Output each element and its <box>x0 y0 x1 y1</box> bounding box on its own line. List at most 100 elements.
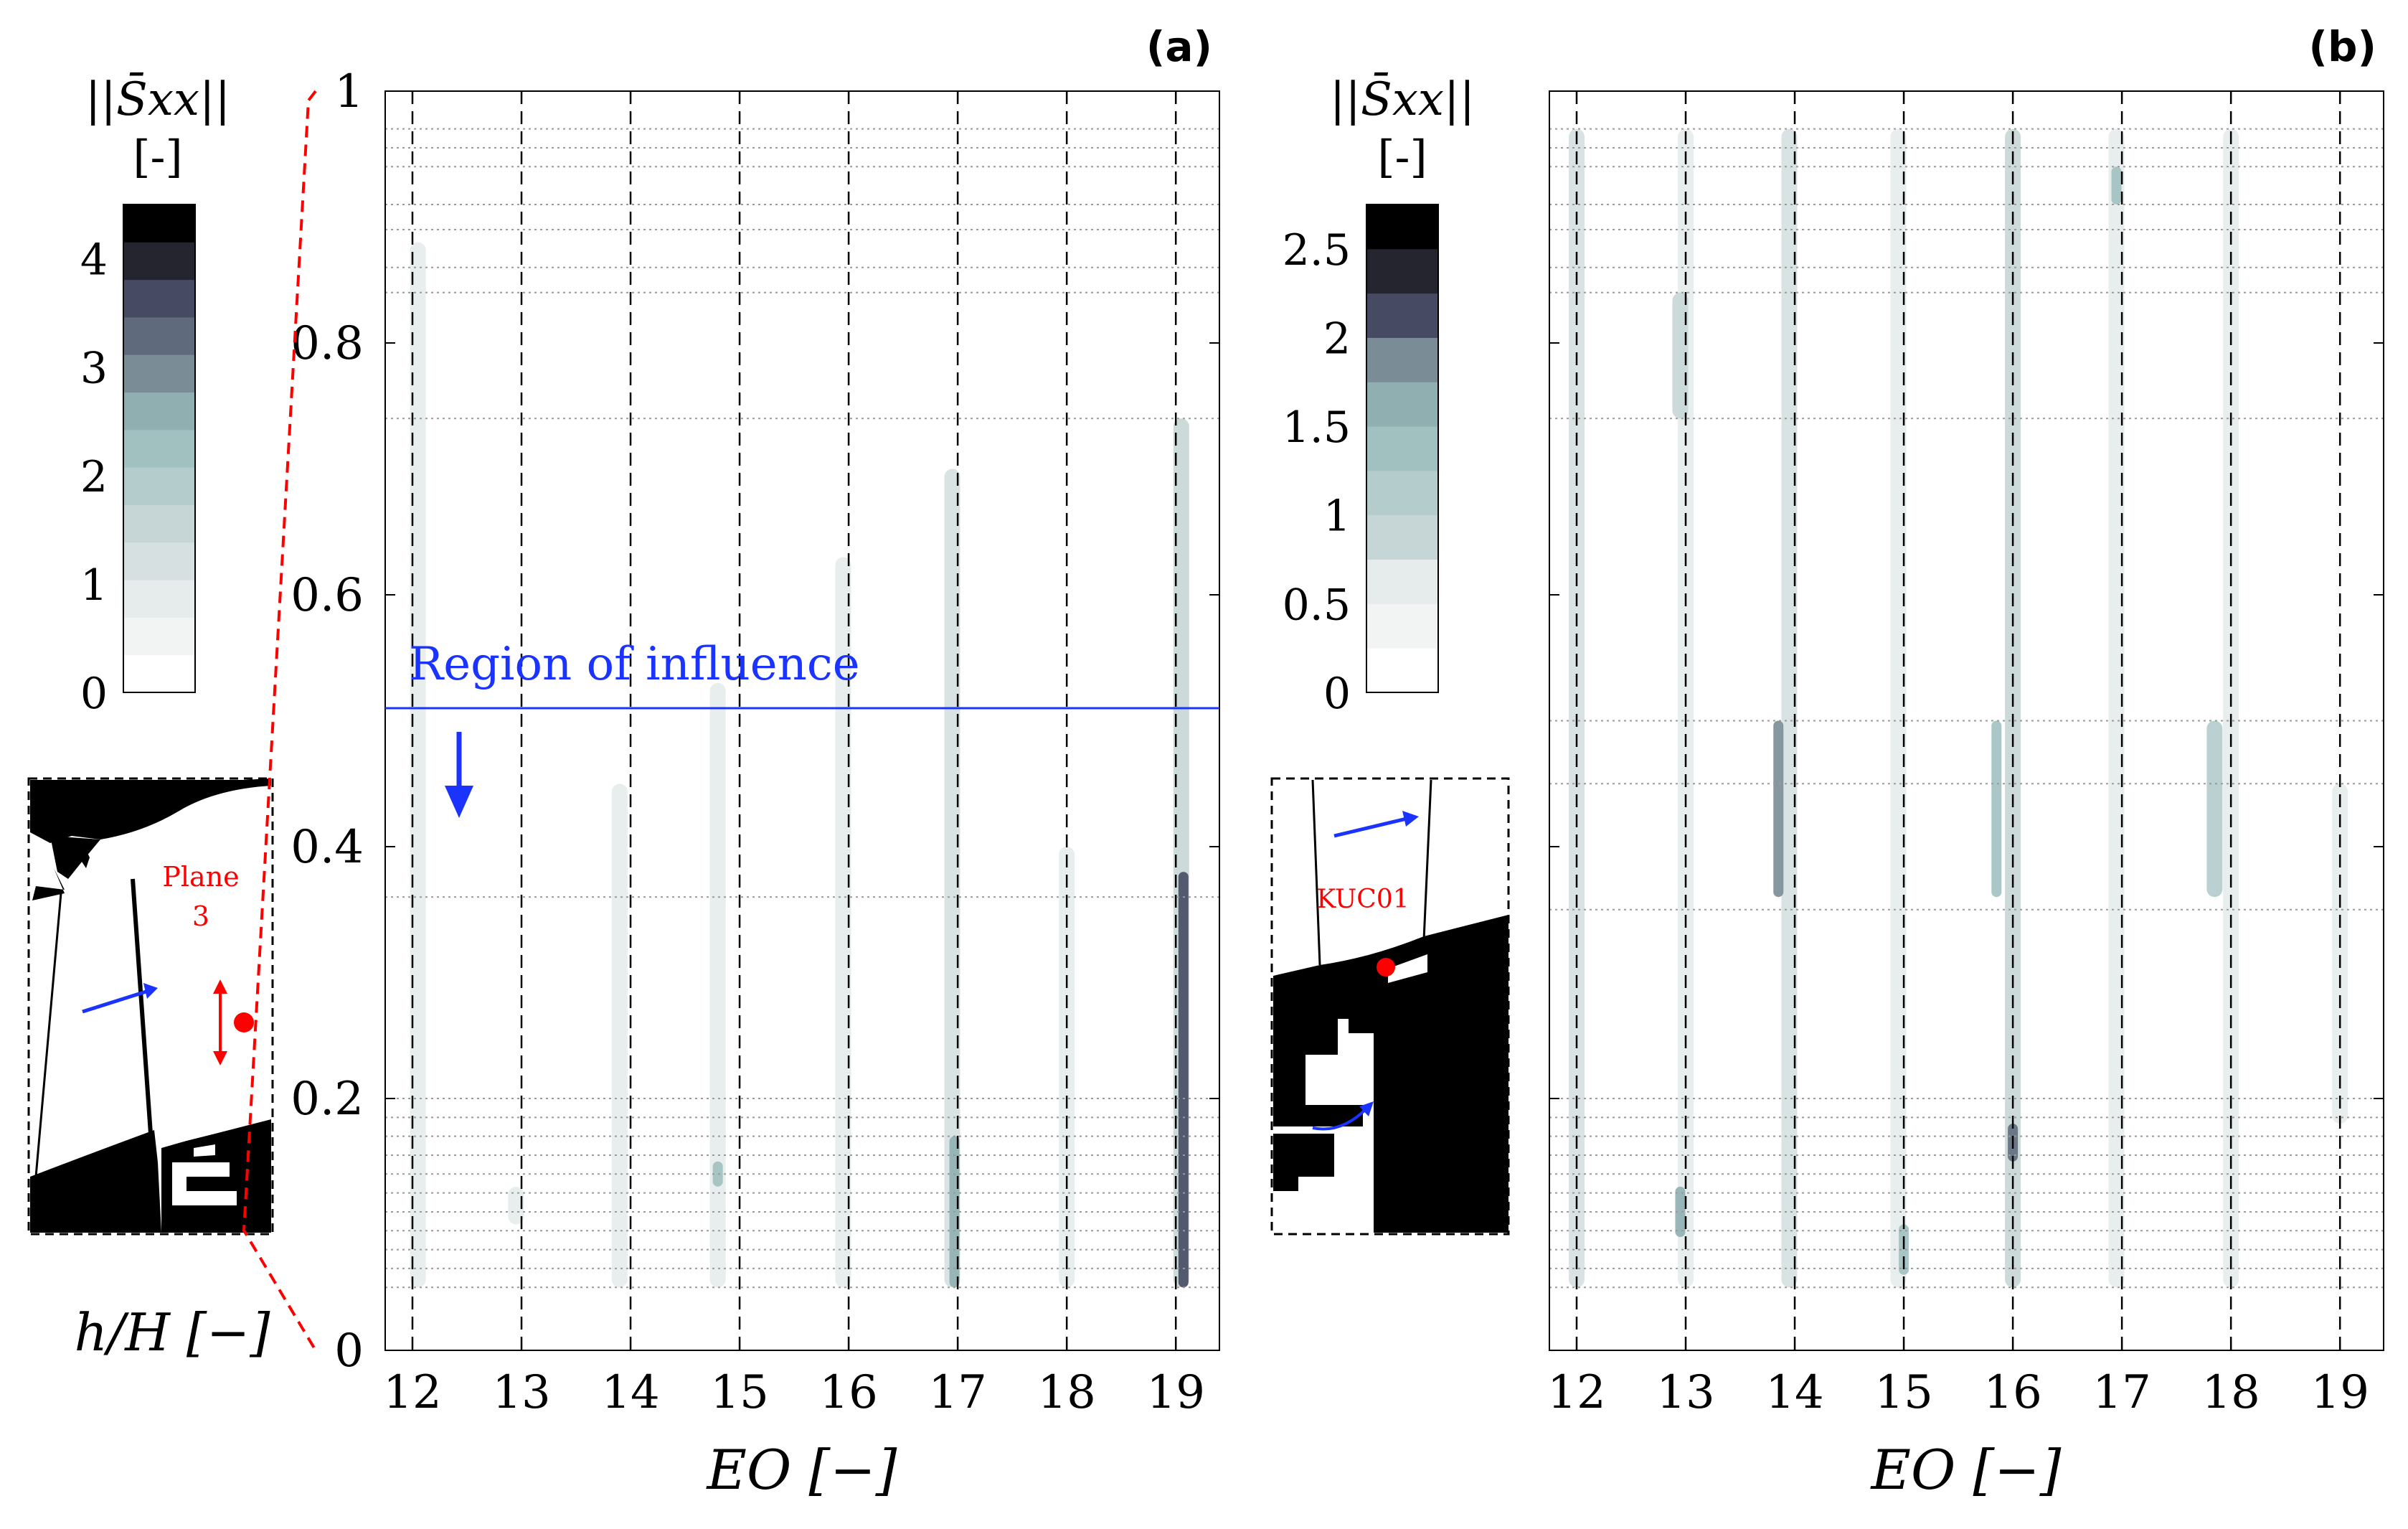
contour-feature <box>1991 720 2002 898</box>
inset-a-geometry <box>27 777 274 1236</box>
x-tick-label: 18 <box>2201 1366 2260 1419</box>
y-tick-label: 0.6 <box>291 569 364 622</box>
colorbar-swatch <box>1366 382 1438 427</box>
colorbar-tick-label: 2 <box>80 452 108 502</box>
colorbar-swatch <box>123 580 195 618</box>
colorbar-b <box>1366 204 1439 693</box>
colorbar-swatch <box>123 504 195 543</box>
contour-feature <box>1899 1224 1909 1275</box>
colorbar-swatch <box>1366 559 1438 604</box>
contour-feature <box>1773 720 1784 898</box>
colorbar-tick-label: 4 <box>80 235 108 286</box>
panel-a-x-ticks: 12 13 14 15 16 17 18 19 <box>383 91 1205 1419</box>
contour-feature <box>508 1186 524 1225</box>
contour-feature <box>944 469 960 1288</box>
inset-a-label-line1: Plane <box>162 861 239 893</box>
colorbar-swatch <box>123 242 195 281</box>
x-tick-label: 19 <box>1146 1366 1204 1419</box>
colorbar-tick-label: 0 <box>1323 669 1351 719</box>
x-tick-label: 12 <box>383 1366 441 1419</box>
x-tick-label: 16 <box>1983 1366 2041 1419</box>
panel-a-label: (a) <box>1146 22 1212 71</box>
panel-b-x-ticks: 12 13 14 15 16 17 18 19 <box>1547 91 2369 1419</box>
panel-b-label: (b) <box>2308 22 2376 71</box>
colorbar-swatch <box>1366 204 1438 250</box>
panel-b-y-ticks <box>1549 90 2384 1351</box>
colorbar-swatch <box>1366 337 1438 382</box>
x-tick-label: 17 <box>2092 1366 2150 1419</box>
colorbar-tick-label: 0 <box>80 669 108 719</box>
colorbar-swatch <box>123 429 195 468</box>
panel-b-x-axis-label: EO [−] <box>1870 1438 2062 1502</box>
x-tick-label: 13 <box>492 1366 550 1419</box>
contour-feature <box>712 1161 723 1187</box>
x-tick-label: 13 <box>1656 1366 1714 1419</box>
panel-a-eo-lines <box>411 91 1177 1350</box>
colorbar-swatch <box>1366 293 1438 338</box>
y-tick-label: 0.2 <box>291 1073 364 1126</box>
panel-a-measurement-levels <box>385 128 1219 1289</box>
panel-a-y-axis-label: h/H [−] <box>75 1302 271 1363</box>
x-tick-label: 19 <box>2310 1366 2369 1419</box>
colorbar-tick-label: 3 <box>80 344 108 394</box>
colorbar-tick-label: 1 <box>80 560 108 611</box>
contour-feature <box>1178 872 1189 1288</box>
contour-feature <box>2332 784 2348 1124</box>
panel-a: 12 13 14 15 16 17 18 19 00.20.40.60.81 (a) EO [… <box>27 22 1220 1502</box>
colorbar-tick-label: 2 <box>1323 314 1351 364</box>
y-tick-label: 0.4 <box>291 821 364 874</box>
contour-feature <box>835 557 851 1288</box>
inset-b-label: KUC01 <box>1316 885 1409 914</box>
colorbar-tick-label: 2.5 <box>1283 225 1351 276</box>
contour-feature <box>410 242 426 1288</box>
panel-a-x-axis-label: EO [−] <box>706 1438 897 1502</box>
x-tick-label: 18 <box>1037 1366 1095 1419</box>
region-of-influence-label: Region of influence <box>409 638 860 691</box>
x-tick-label: 16 <box>819 1366 877 1419</box>
colorbar-tick-label: 1 <box>1323 491 1351 542</box>
colorbar-swatch <box>123 467 195 505</box>
inset-a-label-line2: 3 <box>192 900 209 932</box>
colorbar-swatch <box>1366 426 1438 471</box>
colorbar-tick-label: 1.5 <box>1283 403 1351 453</box>
panel-a-contours <box>410 242 1189 1288</box>
colorbar-swatch <box>123 654 195 693</box>
panel-b-measurement-levels <box>1549 128 2384 1289</box>
y-tick-label: 1 <box>334 65 364 118</box>
y-tick-label: 0.8 <box>291 317 364 370</box>
colorbar-a-title: ||S̄xx|| <box>85 72 230 126</box>
panel-b-eo-lines <box>1575 91 2341 1350</box>
zoom-connector-lines <box>242 90 317 1352</box>
colorbar-frame <box>1366 204 1439 693</box>
colorbar-frame <box>123 204 196 693</box>
colorbar-b-ticks: 0 0.5 1 1.5 2 2.5 <box>1283 225 1351 719</box>
colorbar-a <box>123 204 196 693</box>
panel-a-y-ticks: 0 0.2 0.4 0.6 0.8 1 <box>291 65 1219 1378</box>
x-tick-label: 15 <box>1874 1366 1932 1419</box>
colorbar-swatch <box>1366 248 1438 294</box>
colorbar-swatch <box>123 542 195 580</box>
colorbar-swatch <box>1366 603 1438 649</box>
y-tick-label: 0 <box>334 1325 364 1378</box>
colorbar-b-units: [-] <box>1377 131 1427 183</box>
colorbar-swatch <box>123 279 195 318</box>
region-down-arrow <box>445 732 473 818</box>
contour-feature <box>2206 720 2223 898</box>
panel-a-axes-frame <box>384 90 1220 1351</box>
panel-b-axes-frame <box>1549 90 2384 1351</box>
colorbar-tick-label: 0.5 <box>1283 580 1351 630</box>
colorbar-swatch <box>123 392 195 431</box>
x-tick-label: 14 <box>1765 1366 1823 1419</box>
colorbar-swatch <box>123 617 195 656</box>
contour-feature <box>611 784 628 1288</box>
colorbar-b-title: ||S̄xx|| <box>1330 72 1475 126</box>
colorbar-swatch <box>123 204 195 243</box>
contour-feature <box>1675 1186 1686 1238</box>
inset-b-geometry <box>1270 777 1510 1236</box>
colorbar-swatch <box>123 354 195 393</box>
colorbar-a-units: [-] <box>133 131 182 183</box>
x-tick-label: 12 <box>1547 1366 1605 1419</box>
colorbar-swatch <box>123 316 195 355</box>
x-tick-label: 14 <box>601 1366 659 1419</box>
